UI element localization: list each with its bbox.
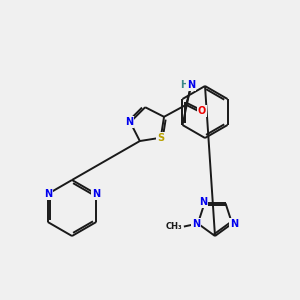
- Text: N: N: [44, 189, 52, 199]
- Text: N: N: [200, 197, 208, 207]
- Text: CH₃: CH₃: [165, 222, 182, 231]
- Text: N: N: [192, 219, 200, 229]
- Text: N: N: [125, 117, 133, 127]
- Text: H: H: [180, 80, 188, 90]
- Text: O: O: [198, 106, 206, 116]
- Text: S: S: [157, 133, 164, 143]
- Text: N: N: [230, 219, 238, 229]
- Text: N: N: [92, 189, 100, 199]
- Text: N: N: [187, 80, 195, 90]
